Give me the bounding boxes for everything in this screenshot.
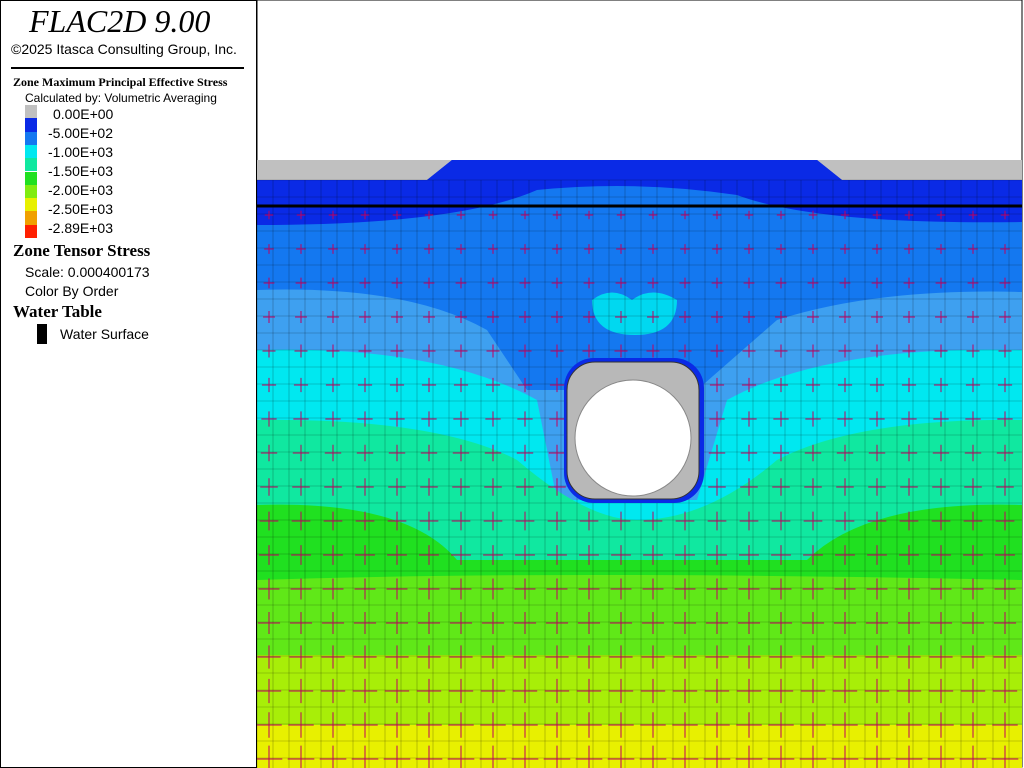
swatch (25, 131, 37, 145)
legend-label: -5.00E+02 (48, 125, 113, 141)
tensor-title: Zone Tensor Stress (13, 241, 151, 260)
mesh (257, 179, 1022, 768)
divider (11, 67, 244, 69)
water-entry: Water Surface (60, 326, 149, 342)
copyright: ©2025 Itasca Consulting Group, Inc. (11, 41, 237, 57)
swatch (25, 158, 37, 172)
contour-title: Zone Maximum Principal Effective Stress (13, 75, 228, 89)
contour-subtitle: Calculated by: Volumetric Averaging (25, 91, 217, 105)
swatch (25, 144, 37, 159)
tensor-scale: Scale: 0.000400173 (25, 264, 150, 280)
legend-label: 0.00E+00 (53, 106, 114, 122)
app-title: FLAC2D 9.00 (29, 3, 211, 39)
legend-panel: FLAC2D 9.00 ©2025 Itasca Consulting Grou… (0, 0, 258, 768)
legend-label: -1.50E+03 (48, 163, 113, 179)
tensor-color: Color By Order (25, 283, 119, 299)
swatch (25, 198, 37, 212)
swatch (25, 171, 37, 185)
legend-label: -2.50E+03 (48, 201, 113, 217)
band-bubble (592, 292, 677, 335)
swatch (25, 118, 37, 132)
legend-label: -2.00E+03 (48, 182, 113, 198)
water-swatch (37, 324, 47, 344)
model-plot (257, 0, 1023, 768)
swatch (25, 184, 37, 199)
swatch (25, 211, 37, 225)
legend-label: -2.89E+03 (48, 220, 113, 236)
band-8 (257, 725, 1022, 768)
water-title: Water Table (13, 302, 102, 321)
band-top (427, 160, 842, 180)
tunnel (574, 379, 692, 497)
swatch (25, 105, 37, 119)
tensor-crosses (257, 210, 1019, 768)
swatch (25, 224, 37, 238)
legend-label: -1.00E+03 (48, 144, 113, 160)
